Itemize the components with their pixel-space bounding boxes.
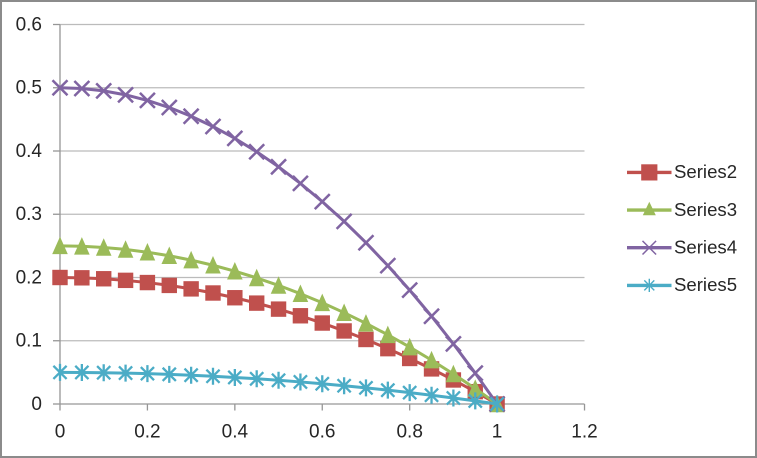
svg-text:0.8: 0.8 [396, 422, 422, 443]
svg-text:0.6: 0.6 [16, 14, 42, 35]
svg-text:1.2: 1.2 [571, 422, 597, 443]
svg-text:0.3: 0.3 [16, 204, 42, 225]
svg-text:0: 0 [55, 422, 66, 443]
svg-text:0.2: 0.2 [134, 422, 160, 443]
svg-text:0.6: 0.6 [309, 422, 335, 443]
svg-text:Series2: Series2 [674, 161, 737, 182]
svg-text:Series3: Series3 [674, 199, 737, 220]
svg-text:0.4: 0.4 [16, 141, 43, 162]
svg-text:0: 0 [31, 394, 42, 415]
svg-text:0.1: 0.1 [16, 331, 42, 352]
svg-text:Series5: Series5 [674, 274, 737, 295]
svg-text:0.4: 0.4 [222, 422, 249, 443]
svg-text:0.5: 0.5 [16, 78, 42, 99]
svg-text:Series4: Series4 [674, 237, 737, 258]
svg-text:1: 1 [492, 422, 503, 443]
svg-text:0.2: 0.2 [16, 267, 42, 288]
